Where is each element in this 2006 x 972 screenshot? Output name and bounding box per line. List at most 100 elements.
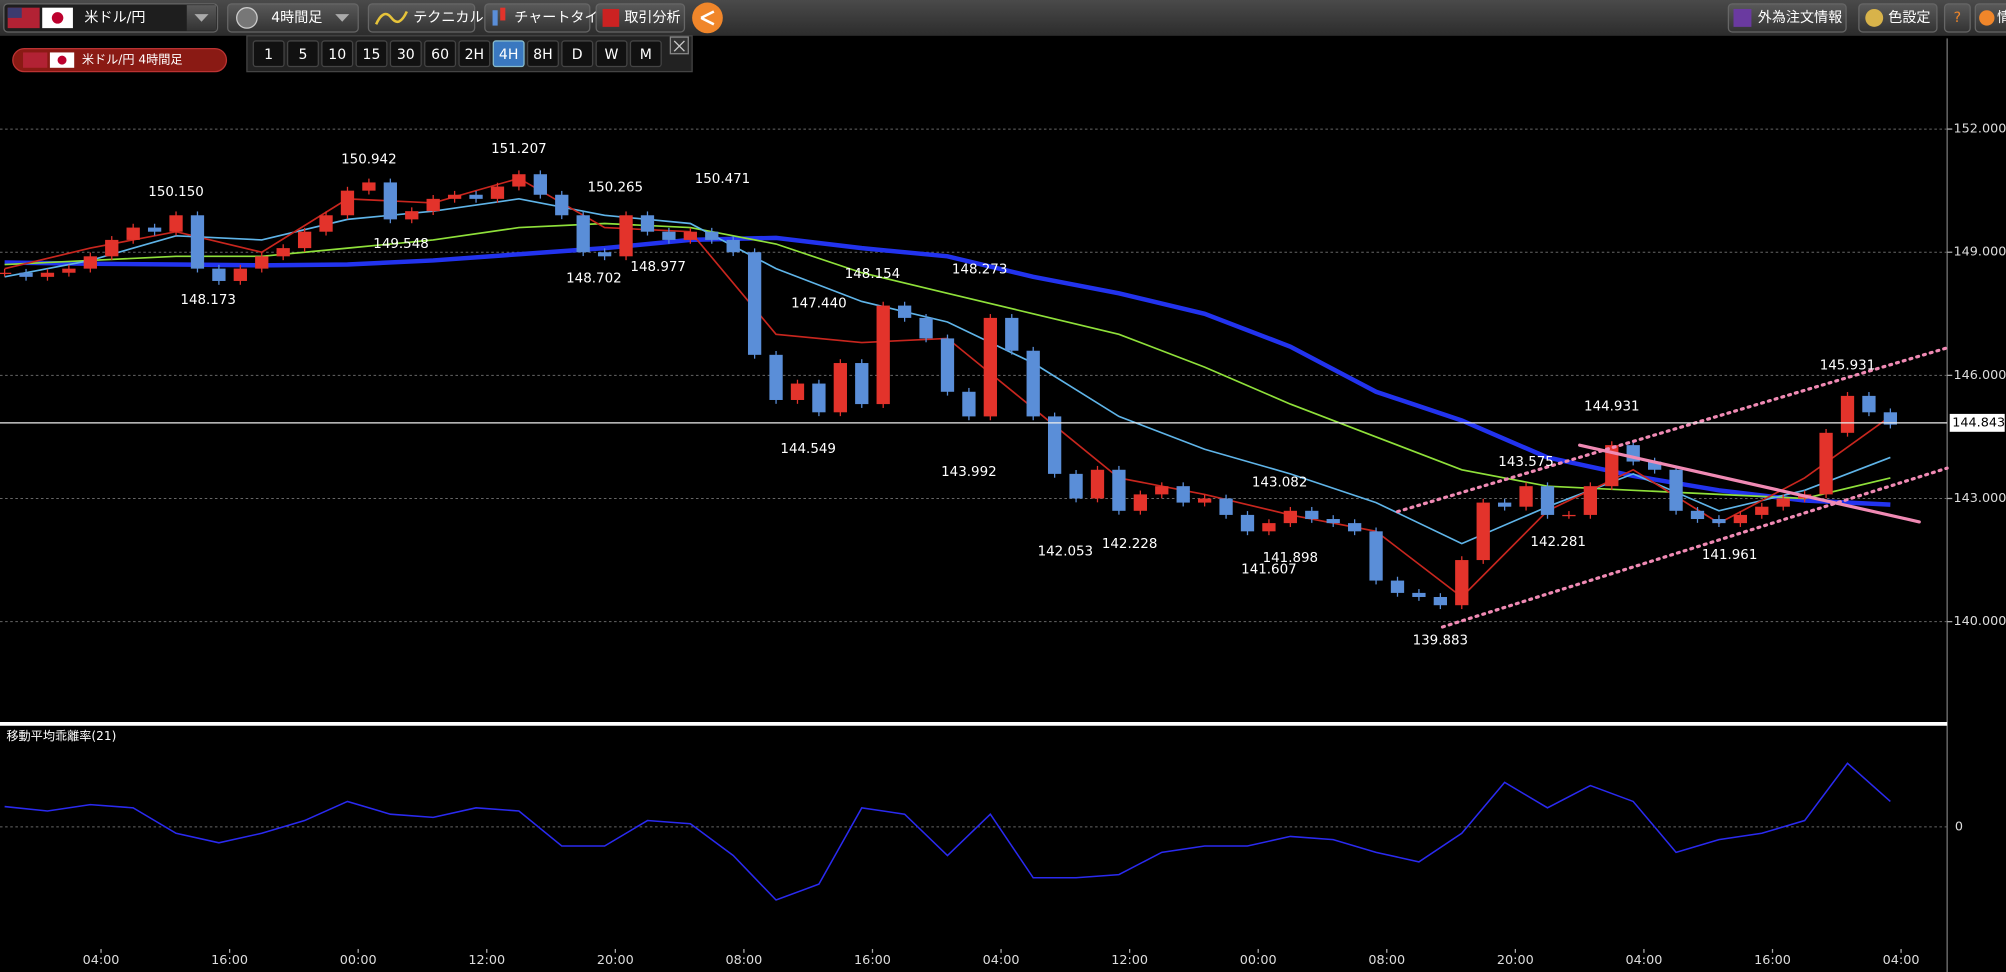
interval-button[interactable]: 60: [424, 40, 457, 68]
candle: [0, 272, 12, 275]
interval-button[interactable]: 5: [286, 40, 319, 68]
interval-button[interactable]: 4H: [492, 40, 525, 68]
candle: [1369, 531, 1383, 581]
interval-button[interactable]: 2H: [458, 40, 491, 68]
candle: [1819, 432, 1833, 495]
chart-type-button[interactable]: チャートタイプ: [484, 3, 613, 33]
candle: [255, 256, 269, 269]
x-tick-label: 20:00: [597, 953, 634, 968]
interval-box: [389, 40, 422, 68]
jp-flag-sun: [51, 12, 64, 24]
y-tick-label: 152.000: [1954, 122, 2006, 137]
candle: [1712, 519, 1726, 524]
interval-button[interactable]: 8H: [526, 40, 559, 68]
oscillator-title: 移動平均乖離率(21): [6, 729, 116, 743]
price-annotation: 151.207: [491, 142, 547, 157]
info-label: 情: [1997, 10, 2006, 26]
fx-orders-button[interactable]: 外為注文情報: [1727, 3, 1847, 33]
candle: [1262, 523, 1276, 532]
interval-button[interactable]: D: [561, 40, 594, 68]
candle: [662, 231, 676, 240]
interval-button[interactable]: W: [595, 40, 628, 68]
analysis-label: 取引分析: [624, 10, 680, 26]
interval-label: D: [572, 47, 583, 63]
pair-selector[interactable]: 米ドル/円: [3, 3, 219, 33]
interval-box: [526, 40, 559, 68]
candle: [469, 194, 483, 199]
candle: [876, 305, 890, 405]
candle: [1390, 580, 1405, 593]
technical-button[interactable]: テクニカル: [367, 3, 484, 33]
candle: [40, 272, 55, 277]
help-button[interactable]: ?: [1943, 3, 1971, 33]
interval-box: [286, 40, 319, 68]
x-tick-label: 08:00: [1368, 953, 1405, 968]
interval-close[interactable]: [669, 36, 689, 55]
candle: [1197, 498, 1212, 503]
candle: [1840, 395, 1855, 433]
price-annotation: 141.961: [1702, 548, 1758, 563]
x-tick-label: 12:00: [468, 953, 505, 968]
x-tick-label: 08:00: [725, 953, 762, 968]
button-box: [1727, 3, 1847, 33]
interval-box: [492, 40, 525, 68]
interval-box: [561, 40, 594, 68]
candle: [319, 215, 333, 232]
interval-button[interactable]: 30: [389, 40, 422, 68]
x-tick-label: 04:00: [983, 953, 1020, 968]
candle: [383, 182, 397, 220]
candle: [190, 215, 205, 269]
x-tick-label: 16:00: [211, 953, 248, 968]
candle: [640, 215, 655, 232]
candle: [683, 231, 697, 240]
price-annotation: 150.150: [148, 185, 204, 200]
candle: [1326, 519, 1340, 524]
candle: [490, 186, 505, 199]
current-price-label: 144.843: [1952, 415, 2005, 430]
candle: [105, 239, 119, 257]
info-button[interactable]: 情: [1974, 3, 2006, 33]
analysis-button[interactable]: 取引分析: [595, 3, 686, 33]
candle: [705, 231, 719, 240]
color-settings-button[interactable]: 色設定: [1858, 3, 1938, 33]
timeframe-selector[interactable]: 4時間足: [227, 3, 359, 33]
price-annotation: 148.273: [952, 262, 1008, 277]
button-box: [484, 3, 591, 33]
candle: [405, 211, 419, 220]
candle: [769, 354, 783, 400]
candle: [576, 215, 590, 253]
candle: [1433, 597, 1447, 606]
candle: [212, 268, 226, 281]
candle: [1347, 523, 1362, 532]
interval-button[interactable]: 15: [355, 40, 388, 68]
interval-box: [458, 40, 491, 68]
candle: [790, 383, 805, 400]
candle: [1862, 395, 1876, 413]
interval-button[interactable]: 10: [321, 40, 354, 68]
candle: [1412, 592, 1426, 598]
candle: [126, 227, 140, 240]
technical-icon: [374, 10, 408, 25]
candle: [1005, 317, 1019, 351]
candle: [855, 363, 869, 405]
share-button[interactable]: [692, 2, 723, 34]
us-flag-canton: [7, 7, 22, 18]
candle: [940, 338, 955, 392]
price-annotation: 139.883: [1413, 634, 1469, 649]
palette-icon: [1865, 8, 1884, 27]
interval-button[interactable]: M: [629, 40, 662, 68]
interval-box: [321, 40, 354, 68]
candle: [426, 198, 440, 212]
interval-button[interactable]: 1: [252, 40, 285, 68]
dropdown-arrow: [335, 14, 350, 22]
oscillator-line: [4, 762, 1891, 901]
pair-label: 米ドル/円: [84, 10, 145, 26]
interval-box: [424, 40, 457, 68]
price-annotation: 147.440: [791, 296, 847, 311]
timeframe-label: 4時間足: [271, 10, 322, 26]
candle: [83, 256, 97, 269]
moving-average: [4, 235, 1891, 507]
price-annotation: 141.898: [1263, 551, 1319, 566]
candle: [1669, 469, 1683, 511]
interval-label: 5: [298, 47, 307, 63]
